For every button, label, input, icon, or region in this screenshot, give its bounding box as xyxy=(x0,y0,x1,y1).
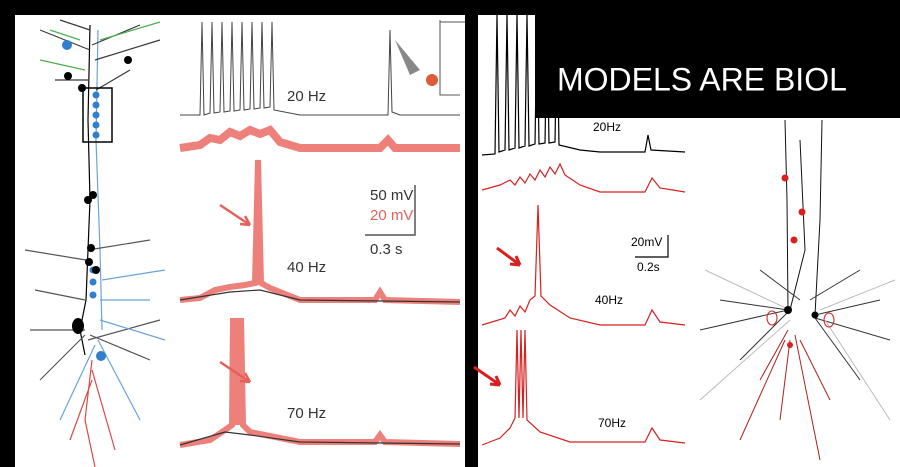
title-banner: MODELS ARE BIOL xyxy=(535,0,900,118)
trace-label: 70 Hz xyxy=(287,405,326,422)
scale-label: 50 mV xyxy=(370,187,413,204)
traces-middle: 20 Hz 40 Hz 70 Hz 50 mV 20 mV 0.3 s xyxy=(175,15,465,467)
scale-label: 0.2s xyxy=(637,260,660,274)
trace-label: 20Hz xyxy=(593,120,621,134)
page: 20 Hz 40 Hz 70 Hz 50 mV 20 mV 0.3 s A 20… xyxy=(0,0,900,467)
trace-label: 40 Hz xyxy=(287,259,326,276)
neuron-right xyxy=(690,115,900,467)
scale-label: 20 mV xyxy=(370,207,413,224)
panel-label: A xyxy=(467,11,478,28)
neuron-left xyxy=(15,15,175,467)
banner-title: MODELS ARE BIOL xyxy=(557,61,847,97)
trace-label: 70Hz xyxy=(598,416,626,430)
scale-label: 0.3 s xyxy=(370,241,403,258)
trace-label: 20 Hz xyxy=(287,88,326,105)
scale-label: 20mV xyxy=(631,235,662,249)
banner-clip: MODELS ARE BIOL xyxy=(557,61,847,97)
slide: 20 Hz 40 Hz 70 Hz 50 mV 20 mV 0.3 s A 20… xyxy=(0,0,900,467)
trace-label: 40Hz xyxy=(595,293,623,307)
